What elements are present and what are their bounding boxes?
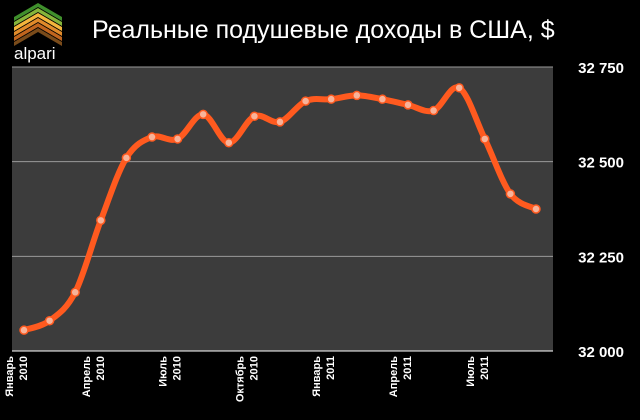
x-tick-label: Январь 2010	[4, 356, 30, 397]
x-tick-label: Январь 2011	[311, 356, 337, 397]
x-tick-label-line: Январь	[4, 356, 16, 397]
x-tick-label-line: 2010	[18, 356, 30, 380]
data-point	[403, 100, 413, 110]
x-tick-label: Июль 2011	[465, 356, 491, 387]
x-tick-label-line: Октябрь	[234, 356, 246, 402]
data-point	[172, 134, 183, 144]
x-tick-label-line: 2010	[172, 356, 184, 380]
logo-chevron	[14, 13, 62, 31]
logo-chevron	[14, 8, 62, 26]
data-point	[224, 137, 234, 148]
y-tick-label: 32 000	[578, 344, 624, 361]
y-tick-label: 32 500	[578, 155, 624, 172]
data-point	[377, 94, 388, 104]
data-point	[352, 90, 362, 101]
x-tick-label-line: 2010	[248, 356, 260, 380]
data-point	[326, 94, 336, 104]
data-point	[70, 287, 80, 298]
data-point	[96, 215, 106, 226]
data-point	[249, 111, 260, 121]
x-tick-label: Апрель 2011	[388, 356, 414, 397]
data-point	[147, 132, 157, 142]
x-tick-label-line: Июль	[158, 356, 170, 387]
logo: alpari	[14, 3, 62, 63]
logo-chevrons-icon	[14, 3, 62, 46]
logo-chevron	[14, 18, 62, 36]
x-tick-label-line: 2011	[479, 356, 491, 380]
logo-text: alpari	[14, 44, 56, 63]
x-tick-label-line: Апрель	[388, 356, 400, 397]
data-point	[121, 153, 132, 163]
data-point	[454, 83, 464, 93]
x-tick-label-line: Январь	[311, 356, 323, 397]
y-tick-label: 32 750	[578, 60, 624, 77]
data-point	[198, 109, 208, 120]
x-tick-label-line: Июль	[465, 356, 477, 387]
x-axis: Январь 2010 Апрель 2010 Июль 2010 Октябрь 2010 Я…	[4, 356, 491, 402]
data-point	[531, 204, 541, 214]
data-points	[19, 83, 541, 335]
data-point	[275, 117, 285, 127]
logo-chevron	[14, 28, 62, 46]
data-point	[300, 96, 311, 106]
x-tick-label-line: 2011	[325, 356, 337, 380]
logo-chevron	[14, 23, 62, 41]
x-tick-label-line: 2011	[402, 356, 414, 380]
chart-title: Реальные подушевые доходы в США, $	[92, 16, 555, 44]
x-tick-label: Июль 2010	[158, 356, 184, 387]
x-tick-label: Апрель 2010	[81, 356, 107, 397]
data-point	[19, 325, 29, 335]
x-tick-label: Октябрь 2010	[234, 356, 260, 402]
data-point	[480, 134, 490, 144]
y-tick-label: 32 250	[578, 249, 624, 266]
data-point	[428, 105, 439, 116]
logo-chevron	[14, 3, 62, 21]
data-point	[44, 315, 55, 326]
x-tick-label-line: 2010	[95, 356, 107, 380]
data-point	[505, 189, 516, 199]
gridlines	[12, 66, 553, 352]
y-axis: 32 000 32 250 32 500 32 750	[578, 60, 624, 361]
x-tick-label-line: Апрель	[81, 356, 93, 397]
